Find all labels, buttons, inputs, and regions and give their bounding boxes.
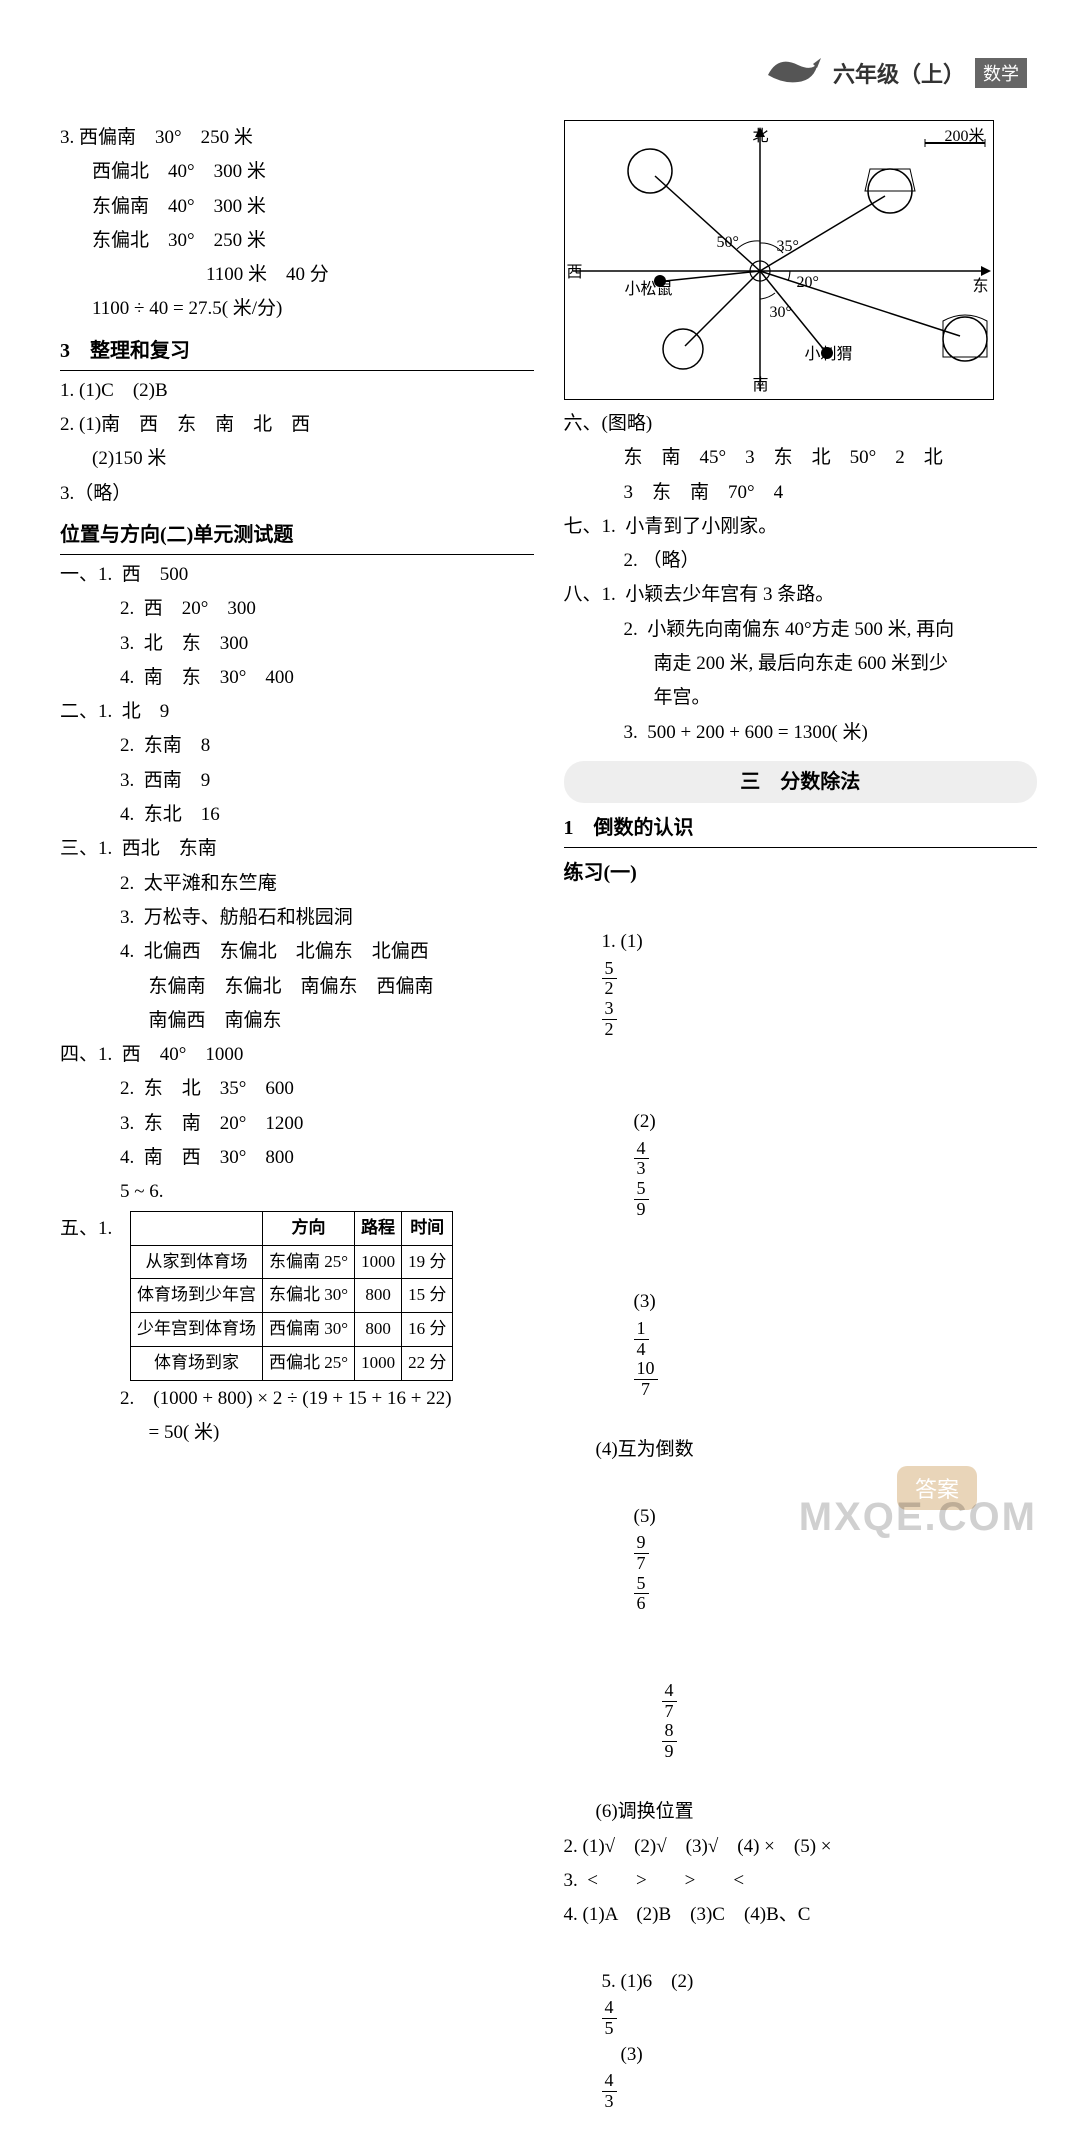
four-2: 2. 东 北 35° 600 <box>60 1073 534 1105</box>
three-4a: 4. 北偏西 东偏北 北偏东 北偏西 <box>60 936 534 968</box>
th-dir: 方向 <box>263 1211 355 1245</box>
unit-test-title: 位置与方向(二)单元测试题 <box>60 518 534 555</box>
p1-pre: 1. (1) <box>602 931 643 952</box>
frac-8-9: 89 <box>662 1721 677 1762</box>
p1-3: (3) 14 107 <box>564 1254 1038 1432</box>
section-3-title: 3 整理和复习 <box>60 334 534 371</box>
p5: 5. (1)6 (2) 45 (3) 43 <box>564 1934 1038 2144</box>
two-3: 3. 西南 9 <box>60 765 534 797</box>
practice-1: 练习(一) <box>564 856 1038 890</box>
q3-l2: 西偏北 40° 300 米 <box>60 156 534 188</box>
four-56: 5 ~ 6. <box>60 1176 534 1208</box>
frac-4-3b: 43 <box>602 2071 617 2112</box>
frac-1-4: 14 <box>634 1319 649 1360</box>
five-eq1: 2. (1000 + 800) × 2 ÷ (19 + 15 + 16 + 22… <box>60 1383 534 1415</box>
p2: 2. (1)√ (2)√ (3)√ (4) × (5) × <box>564 1831 1038 1863</box>
six-l1: 东 南 45° 3 东 北 50° 2 北 <box>564 442 1038 474</box>
q3-l4: 东偏北 30° 250 米 <box>60 225 534 257</box>
left-column: 3. 西偏南 30° 250 米 西偏北 40° 300 米 东偏南 40° 3… <box>60 120 534 2146</box>
p1-4: (4)互为倒数 <box>564 1434 1038 1466</box>
compass-diagram: 北 南 西 东 200米 50° 35° 20° 30° 小松鼠 小刺猬 <box>564 120 994 400</box>
dir-north: 北 <box>753 123 769 150</box>
four-4: 4. 南 西 30° 800 <box>60 1142 534 1174</box>
three-2: 2. 太平滩和东竺庵 <box>60 868 534 900</box>
bird-icon <box>763 50 823 95</box>
watermark: MXQE.COM <box>799 1495 1037 1540</box>
frac-4-3: 43 <box>634 1139 649 1180</box>
th-blank <box>131 1211 263 1245</box>
two-2: 2. 东南 8 <box>60 730 534 762</box>
two-h: 二、1. 北 9 <box>60 696 534 728</box>
three-h: 三、1. 西北 东南 <box>60 833 534 865</box>
five-h: 五、1. <box>60 1213 130 1245</box>
table-row: 体育场到家西偏北 25°100022 分 <box>131 1347 453 1381</box>
eight-2b: 南走 200 米, 最后向东走 600 米到少 <box>564 648 1038 680</box>
table-row: 从家到体育场东偏南 25°100019 分 <box>131 1245 453 1279</box>
p1-5b: 47 89 <box>564 1649 1038 1795</box>
grade-label: 六年级（上） <box>833 57 965 89</box>
eight-h: 八、1. 小颖去少年宫有 3 条路。 <box>564 579 1038 611</box>
frac-4-5: 45 <box>602 1998 617 2039</box>
four-h: 四、1. 西 40° 1000 <box>60 1039 534 1071</box>
frac-5-2: 52 <box>602 959 617 1000</box>
eight-2a: 2. 小颖先向南偏东 40°方走 500 米, 再向 <box>564 614 1038 646</box>
one-2: 2. 西 20° 300 <box>60 593 534 625</box>
frac-5-9: 59 <box>634 1179 649 1220</box>
frac-5-6: 56 <box>634 1574 649 1615</box>
chapter-3: 三 分数除法 <box>564 761 1038 803</box>
seven-2: 2. （略） <box>564 545 1038 577</box>
squirrel-label: 小松鼠 <box>625 276 673 303</box>
one-h: 一、1. 西 500 <box>60 559 534 591</box>
dir-east: 东 <box>972 273 988 300</box>
one-4: 4. 南 东 30° 400 <box>60 662 534 694</box>
rev-2b: (2)150 米 <box>60 443 534 475</box>
angle-20: 20° <box>797 269 819 296</box>
table-row: 体育场到少年宫东偏北 30°80015 分 <box>131 1279 453 1313</box>
page-header: 六年级（上） 数学 <box>763 50 1027 95</box>
angle-30: 30° <box>770 299 792 326</box>
q3-l6: 1100 ÷ 40 = 27.5( 米/分) <box>60 293 534 325</box>
eight-2c: 年宫。 <box>564 682 1038 714</box>
p3: 3. < > > < <box>564 1865 1038 1897</box>
subject-label: 数学 <box>975 58 1027 88</box>
four-3: 3. 东 南 20° 1200 <box>60 1108 534 1140</box>
th-dist: 路程 <box>355 1211 402 1245</box>
three-4c: 南偏西 南偏东 <box>60 1005 534 1037</box>
dir-south: 南 <box>753 372 769 399</box>
frac-9-7: 97 <box>634 1533 649 1574</box>
rev-3: 3.（略） <box>60 478 534 510</box>
two-4: 4. 东北 16 <box>60 799 534 831</box>
one-3: 3. 北 东 300 <box>60 628 534 660</box>
table-row: 方向 路程 时间 <box>131 1211 453 1245</box>
six-l2: 3 东 南 70° 4 <box>564 477 1038 509</box>
rev-2: 2. (1)南 西 东 南 北 西 <box>60 409 534 441</box>
frac-10-7: 107 <box>634 1359 658 1400</box>
dir-west: 西 <box>567 259 583 286</box>
five-eq2: = 50( 米) <box>60 1417 534 1449</box>
frac-4-7: 47 <box>662 1681 677 1722</box>
frac-3-2: 32 <box>602 999 617 1040</box>
three-4b: 东偏南 东偏北 南偏东 西偏南 <box>60 971 534 1003</box>
six-h: 六、(图略) <box>564 408 1038 440</box>
scale-label: 200米 <box>944 123 984 150</box>
five-table: 方向 路程 时间 从家到体育场东偏南 25°100019 分 体育场到少年宫东偏… <box>130 1211 453 1381</box>
p4: 4. (1)A (2)B (3)C (4)B、C <box>564 1899 1038 1931</box>
angle-35: 35° <box>777 233 799 260</box>
three-3: 3. 万松寺、舫船石和桃园洞 <box>60 902 534 934</box>
rev-1: 1. (1)C (2)B <box>60 375 534 407</box>
table-row: 少年宫到体育场西偏南 30°80016 分 <box>131 1313 453 1347</box>
angle-50: 50° <box>717 229 739 256</box>
sub-1: 1 倒数的认识 <box>564 811 1038 848</box>
p1-2: (2) 43 59 <box>564 1074 1038 1252</box>
q3-l3: 东偏南 40° 300 米 <box>60 191 534 223</box>
p1-6: (6)调换位置 <box>564 1796 1038 1828</box>
right-column: 北 南 西 东 200米 50° 35° 20° 30° 小松鼠 小刺猬 六、(… <box>564 120 1038 2146</box>
eight-3: 3. 500 + 200 + 600 = 1300( 米) <box>564 717 1038 749</box>
seven-h: 七、1. 小青到了小刚家。 <box>564 511 1038 543</box>
q3-l5: 1100 米 40 分 <box>60 259 534 291</box>
th-time: 时间 <box>402 1211 453 1245</box>
hedgehog-label: 小刺猬 <box>805 341 853 368</box>
q3-l1: 3. 西偏南 30° 250 米 <box>60 122 534 154</box>
p1-1: 1. (1) 52 32 <box>564 894 1038 1072</box>
